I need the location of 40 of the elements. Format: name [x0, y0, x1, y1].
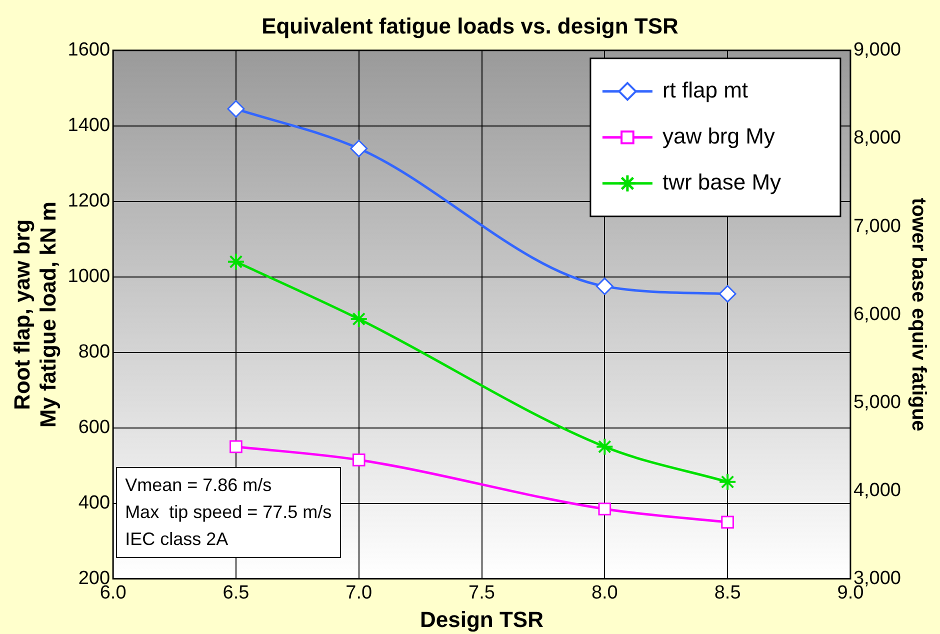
y-tick-label: 1600 — [68, 40, 110, 61]
x-tick-label: 8.0 — [591, 582, 618, 604]
y2-tick-label: 7,000 — [853, 216, 901, 237]
y-tick-label: 800 — [78, 342, 110, 363]
y2-tick-label: 5,000 — [853, 392, 901, 413]
legend-label: rt flap mt — [662, 77, 748, 102]
x-axis-title: Design TSR — [420, 606, 544, 632]
point — [350, 140, 368, 158]
annotation: Vmean = 7.86 m/s — [125, 474, 272, 495]
point — [721, 516, 734, 529]
point — [227, 100, 245, 118]
legend-label: yaw brg My — [662, 123, 775, 148]
point — [352, 454, 366, 466]
y2-tick-label: 6,000 — [853, 304, 901, 325]
x-tick-label: 7.5 — [468, 582, 495, 604]
annotation: IEC class 2A — [125, 528, 228, 549]
y2-tick-label: 4,000 — [853, 480, 901, 501]
y-tick-label: 1200 — [68, 190, 110, 212]
point — [230, 440, 242, 454]
y2-axis-title: tower base equiv fatigue — [907, 198, 930, 432]
point — [226, 252, 245, 271]
point — [350, 310, 368, 328]
annotation: Max tip speed = 77.5 m/s — [125, 502, 332, 522]
x-tick-label: 7.0 — [346, 582, 372, 604]
y-tick-label: 400 — [78, 492, 110, 514]
y2-tick-label: 8,000 — [853, 128, 901, 149]
point — [596, 438, 614, 456]
y-tick-label: 1400 — [68, 115, 110, 136]
y-tick-label: 600 — [78, 417, 110, 438]
chart-title: Equivalent fatigue loads vs. design TSR — [262, 13, 679, 38]
point — [596, 278, 614, 296]
point — [598, 502, 612, 516]
legend-label: twr base My — [662, 169, 782, 194]
x-tick-label: 8.5 — [714, 582, 741, 604]
x-tick-label: 6.5 — [222, 582, 250, 604]
y2-tick-label: 9,000 — [853, 40, 901, 61]
y-axis-title: Root flap, yaw brg My fatigue load, kN m — [9, 202, 61, 428]
point — [718, 285, 736, 303]
point — [718, 472, 737, 491]
y-tick-label: 1000 — [68, 266, 110, 288]
